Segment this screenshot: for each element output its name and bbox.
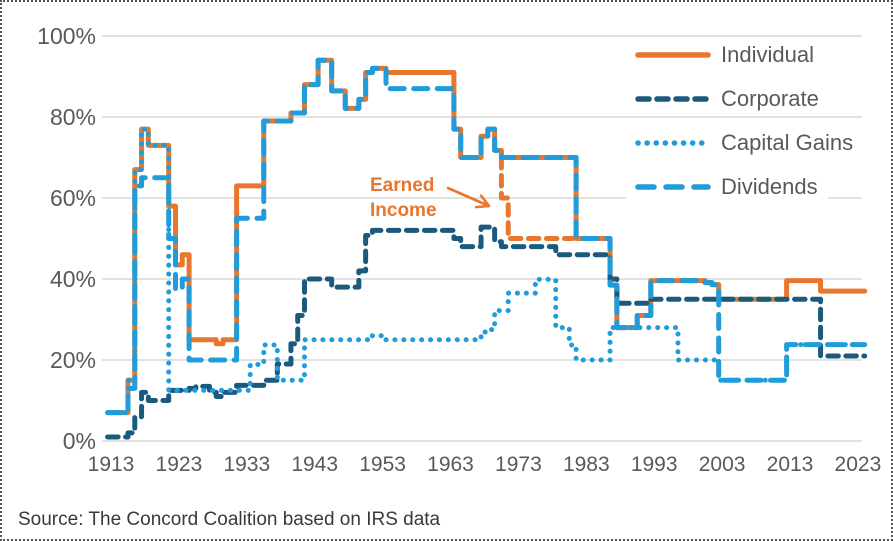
legend-label: Dividends	[721, 173, 818, 199]
x-axis-label: 1973	[495, 453, 542, 476]
legend-item-individual: Individual	[626, 38, 824, 71]
x-axis-label: 1953	[359, 453, 406, 476]
x-axis-label: 1923	[155, 453, 203, 476]
annotation-arrow-icon	[446, 186, 491, 209]
x-axis-label: 1913	[87, 453, 135, 476]
legend-line-sample-icon	[635, 51, 711, 58]
x-axis-label: 1983	[562, 453, 610, 476]
legend-label: Individual	[721, 41, 814, 67]
legend-item-dividends: Dividends	[626, 170, 828, 203]
series-earned-income	[498, 155, 576, 241]
y-axis-label: 100%	[37, 23, 96, 49]
series-dividends	[105, 57, 868, 416]
x-axis-label: 1963	[427, 453, 474, 476]
legend-label: Capital Gains	[721, 129, 854, 155]
x-axis-label: 2023	[834, 453, 882, 476]
y-axis-label: 0%	[62, 428, 96, 454]
legend: Individual Corporate Capital Gains Dividend…	[626, 38, 864, 203]
y-axis-label: 20%	[49, 347, 96, 373]
x-axis-label: 1943	[291, 453, 339, 476]
legend-label: Corporate	[721, 85, 819, 111]
x-axis-label: 1993	[630, 453, 678, 476]
series-corporate	[105, 224, 868, 440]
legend-line-sample-icon	[635, 139, 711, 146]
earned-income-annotation: Earned Income	[370, 173, 437, 223]
y-axis-label: 40%	[49, 266, 96, 292]
x-axis-label: 2003	[698, 453, 746, 476]
annotation-line1: Earned	[370, 175, 435, 196]
annotation-line2: Income	[370, 200, 437, 221]
legend-line-sample-icon	[635, 95, 711, 102]
series-capital-gains	[105, 126, 868, 416]
source-caption: Source: The Concord Coalition based on I…	[18, 509, 441, 530]
legend-item-corporate: Corporate	[626, 82, 829, 115]
x-axis-label: 2013	[766, 453, 814, 476]
legend-item-capital-gains: Capital Gains	[626, 126, 864, 159]
y-axis-label: 80%	[49, 104, 96, 130]
y-axis-label: 60%	[49, 185, 96, 211]
x-axis-label: 1933	[223, 453, 271, 476]
legend-line-sample-icon	[635, 183, 711, 190]
